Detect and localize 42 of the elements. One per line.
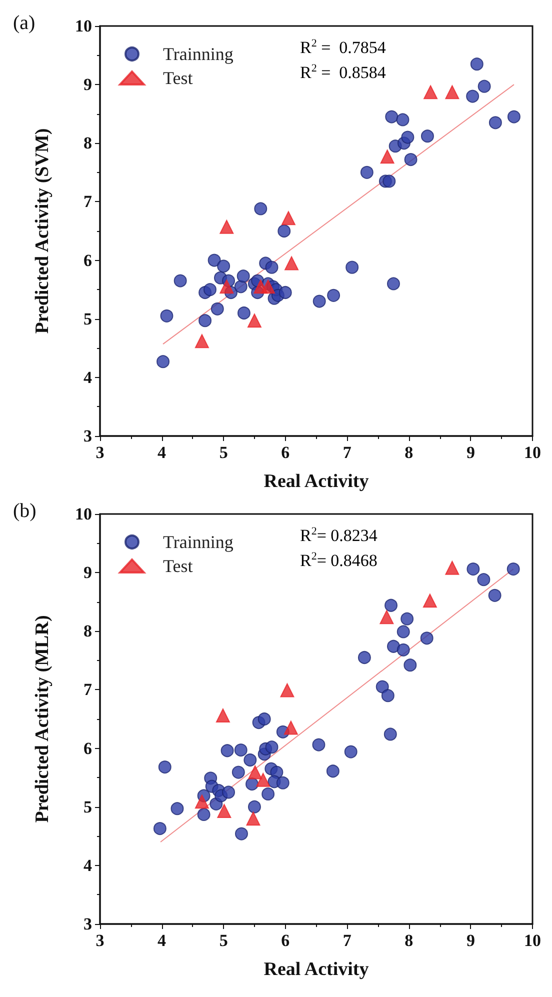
y-tick-label: 8 (84, 622, 92, 641)
y-tick-label: 10 (75, 16, 92, 36)
y-axis-title: Predicted Activity (MLR) (32, 615, 53, 823)
y-tick-label: 9 (84, 563, 92, 582)
x-tick-label: 7 (342, 443, 352, 462)
y-tick-label: 3 (84, 914, 92, 934)
y-tick-label: 9 (84, 75, 92, 94)
y-tick-label: 6 (84, 738, 92, 758)
x-tick-label: 9 (466, 931, 475, 950)
y-tick-label: 3 (84, 426, 92, 446)
y-tick-label: 4 (84, 856, 92, 875)
x-tick-label: 9 (466, 443, 475, 462)
chart-title: (b) (13, 500, 36, 522)
x-tick-label: 4 (158, 443, 167, 462)
x-tick-label: 8 (404, 443, 414, 462)
x-tick-label: 6 (281, 443, 290, 462)
y-tick-label: 10 (75, 504, 92, 524)
x-tick-label: 7 (342, 931, 352, 950)
x-axis-title: Real Activity (264, 959, 370, 980)
x-tick-label: 5 (219, 931, 228, 950)
x-axis-title: Real Activity (264, 471, 370, 492)
x-tick-label: 3 (96, 931, 104, 950)
x-tick-label: 4 (158, 931, 167, 950)
x-tick-label: 8 (404, 931, 414, 950)
y-axis-title: Predicted Activity (SVM) (32, 128, 53, 334)
legend-label: Trainning (163, 44, 234, 64)
x-tick-label: 3 (96, 443, 104, 462)
y-tick-label: 7 (84, 192, 92, 212)
x-tick-label: 10 (524, 931, 541, 950)
legend-label: Test (163, 556, 193, 576)
y-tick-label: 7 (84, 680, 92, 700)
y-tick-label: 6 (84, 250, 92, 270)
y-tick-label: 5 (84, 797, 92, 816)
legend-label: Trainning (163, 532, 234, 552)
legend-label: Test (163, 68, 193, 88)
y-tick-label: 8 (84, 134, 92, 153)
chart-title: (a) (13, 12, 36, 34)
x-tick-label: 6 (281, 931, 290, 950)
y-tick-label: 4 (84, 368, 92, 387)
x-tick-label: 10 (524, 443, 541, 462)
y-tick-label: 5 (84, 309, 92, 328)
x-tick-label: 5 (219, 443, 228, 462)
